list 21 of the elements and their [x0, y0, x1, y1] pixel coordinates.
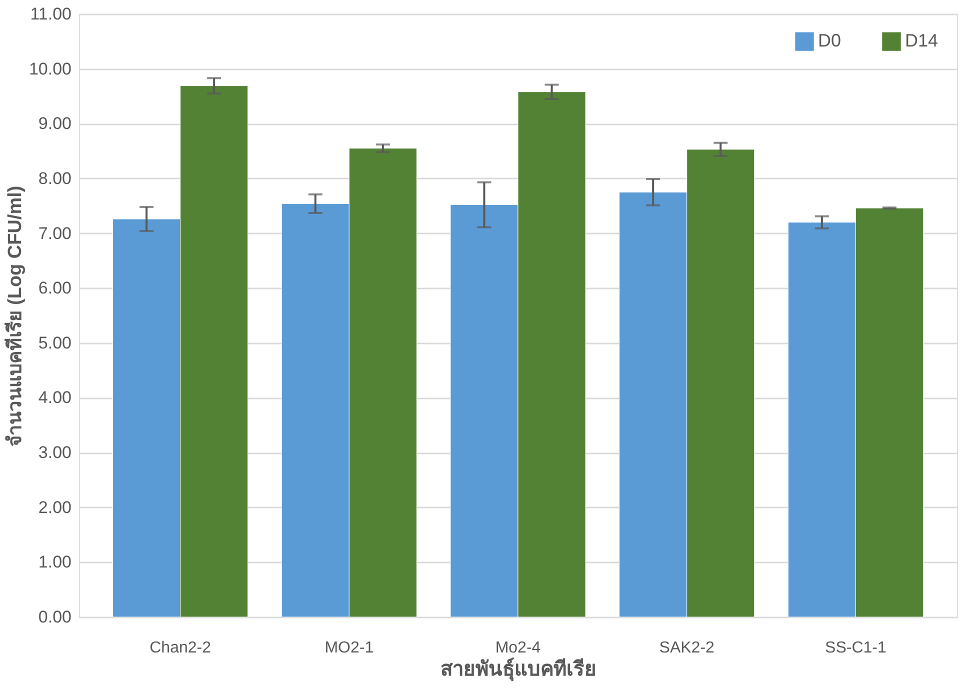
- y-tick-label: 2.00: [38, 498, 72, 517]
- y-tick-label: 4.00: [38, 388, 72, 408]
- legend-label: D0: [818, 30, 842, 51]
- x-tick-label: MO2-1: [324, 640, 374, 656]
- x-tick-label: SAK2-2: [659, 640, 715, 656]
- y-tick-label: 11.00: [30, 4, 72, 24]
- x-tick-label: Mo2-4: [495, 640, 541, 656]
- y-tick-label: 5.00: [38, 333, 72, 352]
- y-tick-label: 8.00: [38, 168, 72, 188]
- y-tick-label: 10.00: [28, 59, 72, 78]
- y-tick-label: 1.00: [38, 552, 72, 572]
- y-tick-label: 9.00: [38, 114, 72, 134]
- y-tick-label: 6.00: [38, 278, 72, 298]
- legend-label: D14: [905, 30, 938, 51]
- x-tick-label: SS-C1-1: [825, 640, 886, 656]
- y-axis-title: จำนวนแบคทีเรีย (Log CFU/ml): [4, 186, 26, 446]
- y-tick-label: 7.00: [38, 224, 72, 243]
- y-tick-label: 0.00: [38, 608, 72, 626]
- x-axis-title: สายพันธุ์แบคทีเรีย: [440, 658, 596, 682]
- x-tick-label: Chan2-2: [150, 640, 212, 656]
- y-tick-label: 3.00: [38, 443, 72, 462]
